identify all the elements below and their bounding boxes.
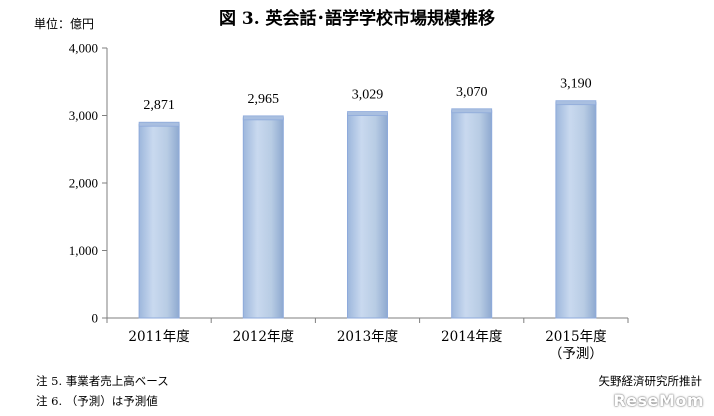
bar [242, 117, 284, 319]
chart-title: 図 3. 英会話･語学学校市場規模推移 [218, 9, 496, 29]
x-tick-label: 2013年度 [337, 329, 398, 345]
x-tick-label: （予測） [549, 346, 603, 362]
bar [555, 102, 597, 319]
bar-value-label: 3,029 [352, 88, 384, 103]
y-tick-label: 2,000 [69, 176, 98, 191]
y-tick-label: 1,000 [69, 243, 98, 258]
source-label: 矢野経済研究所推計 [598, 374, 703, 388]
watermark-logo: ReseMom [613, 391, 704, 410]
unit-label: 単位：億円 [34, 17, 95, 31]
bar-value-label: 2,965 [248, 92, 280, 107]
y-tick-label: 4,000 [69, 41, 98, 56]
note-2: 注 6. （予測）は予測値 [36, 394, 158, 408]
bar-cap [242, 115, 284, 121]
bar [347, 113, 388, 319]
bar-value-label: 3,190 [560, 77, 592, 92]
bar-value-label: 3,070 [456, 85, 488, 100]
x-tick-label: 2014年度 [441, 329, 502, 345]
bar [138, 123, 180, 319]
bar-cap [347, 111, 388, 116]
x-tick-label: 2011年度 [128, 329, 189, 345]
y-tick-label: 3,000 [69, 108, 98, 123]
x-tick-label: 2015年度 [545, 329, 606, 345]
bar [451, 110, 493, 319]
x-tick-label: 2012年度 [233, 329, 294, 345]
bar-cap [555, 100, 597, 106]
bar-cap [451, 108, 493, 114]
y-tick-label: 0 [92, 311, 99, 326]
note-1: 注 5. 事業者売上高ベース [36, 374, 169, 388]
bar-cap [138, 121, 180, 127]
bar-value-label: 2,871 [143, 98, 175, 113]
